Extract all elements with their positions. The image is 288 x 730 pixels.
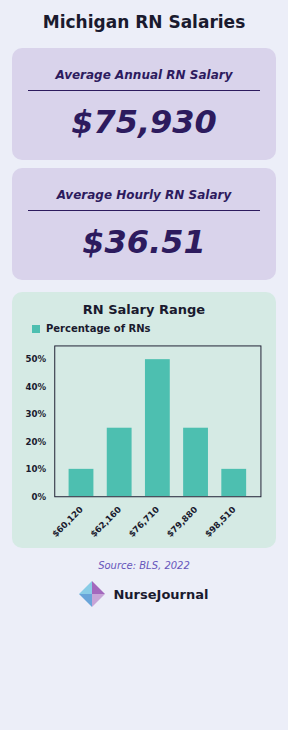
svg-text:$60,120: $60,120: [50, 504, 85, 539]
html-text:Source: BLS, 2022: Source: BLS, 2022: [98, 560, 190, 571]
svg-text:0%: 0%: [32, 491, 47, 501]
html-text:Average Annual RN Salary: Average Annual RN Salary: [55, 67, 233, 82]
html-text:$75,930: $75,930: [71, 102, 217, 141]
svg-text:40%: 40%: [26, 382, 47, 392]
html-text:NurseJournal: NurseJournal: [113, 586, 209, 602]
html-text:RN Salary Range: RN Salary Range: [82, 302, 206, 317]
svg-text:20%: 20%: [26, 437, 47, 447]
svg-text:$79,880: $79,880: [165, 504, 200, 539]
svg-text:30%: 30%: [26, 409, 47, 419]
html-text:$36.51: $36.51: [82, 222, 206, 261]
svg-text:$98,510: $98,510: [203, 504, 238, 539]
html-text:Percentage of RNs: Percentage of RNs: [46, 323, 151, 334]
svg-text:50%: 50%: [26, 354, 47, 364]
svg-text:$76,710: $76,710: [126, 504, 161, 539]
html-text:Average Hourly RN Salary: Average Hourly RN Salary: [56, 187, 232, 202]
svg-text:10%: 10%: [26, 464, 47, 474]
svg-text:$62,160: $62,160: [88, 504, 123, 539]
html-text:Michigan RN Salaries: Michigan RN Salaries: [42, 12, 246, 32]
